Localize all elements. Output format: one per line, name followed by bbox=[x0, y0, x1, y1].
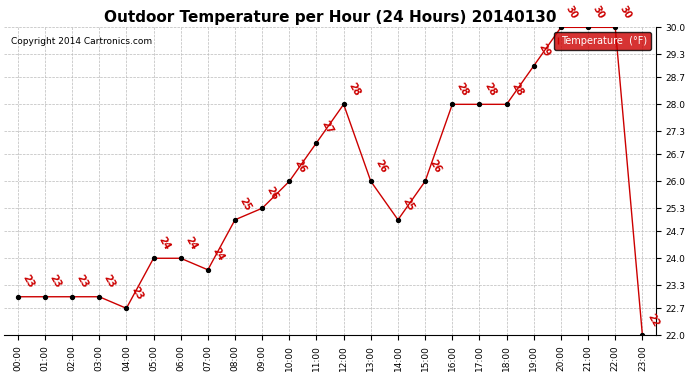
Point bbox=[637, 332, 648, 338]
Text: 24: 24 bbox=[210, 246, 226, 263]
Point bbox=[202, 267, 213, 273]
Point bbox=[66, 294, 77, 300]
Text: 23: 23 bbox=[102, 273, 117, 290]
Point bbox=[501, 101, 512, 107]
Point bbox=[148, 255, 159, 261]
Point bbox=[338, 101, 349, 107]
Text: 30: 30 bbox=[564, 4, 579, 20]
Text: Copyright 2014 Cartronics.com: Copyright 2014 Cartronics.com bbox=[10, 37, 152, 46]
Text: 30: 30 bbox=[591, 4, 607, 20]
Point bbox=[446, 101, 457, 107]
Text: 28: 28 bbox=[455, 81, 471, 98]
Point bbox=[175, 255, 186, 261]
Point bbox=[420, 178, 431, 184]
Legend: Temperature  (°F): Temperature (°F) bbox=[554, 32, 651, 50]
Text: 25: 25 bbox=[238, 196, 253, 213]
Title: Outdoor Temperature per Hour (24 Hours) 20140130: Outdoor Temperature per Hour (24 Hours) … bbox=[104, 10, 556, 25]
Point bbox=[555, 24, 566, 30]
Text: 24: 24 bbox=[184, 235, 199, 251]
Point bbox=[474, 101, 485, 107]
Text: 27: 27 bbox=[319, 119, 335, 136]
Point bbox=[39, 294, 50, 300]
Point bbox=[284, 178, 295, 184]
Point bbox=[230, 217, 241, 223]
Point bbox=[257, 205, 268, 211]
Text: 23: 23 bbox=[75, 273, 90, 290]
Point bbox=[582, 24, 593, 30]
Text: 28: 28 bbox=[346, 81, 362, 98]
Text: 24: 24 bbox=[156, 235, 172, 251]
Text: 26: 26 bbox=[428, 158, 443, 174]
Text: 25: 25 bbox=[401, 196, 416, 213]
Point bbox=[365, 178, 376, 184]
Text: 28: 28 bbox=[509, 81, 525, 98]
Text: 23: 23 bbox=[48, 273, 63, 290]
Point bbox=[311, 140, 322, 146]
Text: 29: 29 bbox=[537, 42, 552, 59]
Text: 30: 30 bbox=[618, 4, 633, 20]
Text: 26: 26 bbox=[292, 158, 308, 174]
Text: 28: 28 bbox=[482, 81, 497, 98]
Point bbox=[529, 63, 540, 69]
Point bbox=[121, 305, 132, 311]
Text: 23: 23 bbox=[129, 285, 144, 302]
Text: 22: 22 bbox=[645, 312, 660, 328]
Text: 26: 26 bbox=[373, 158, 389, 174]
Point bbox=[610, 24, 621, 30]
Text: 26: 26 bbox=[265, 184, 280, 201]
Point bbox=[393, 217, 404, 223]
Point bbox=[94, 294, 105, 300]
Point bbox=[12, 294, 23, 300]
Text: 23: 23 bbox=[21, 273, 36, 290]
